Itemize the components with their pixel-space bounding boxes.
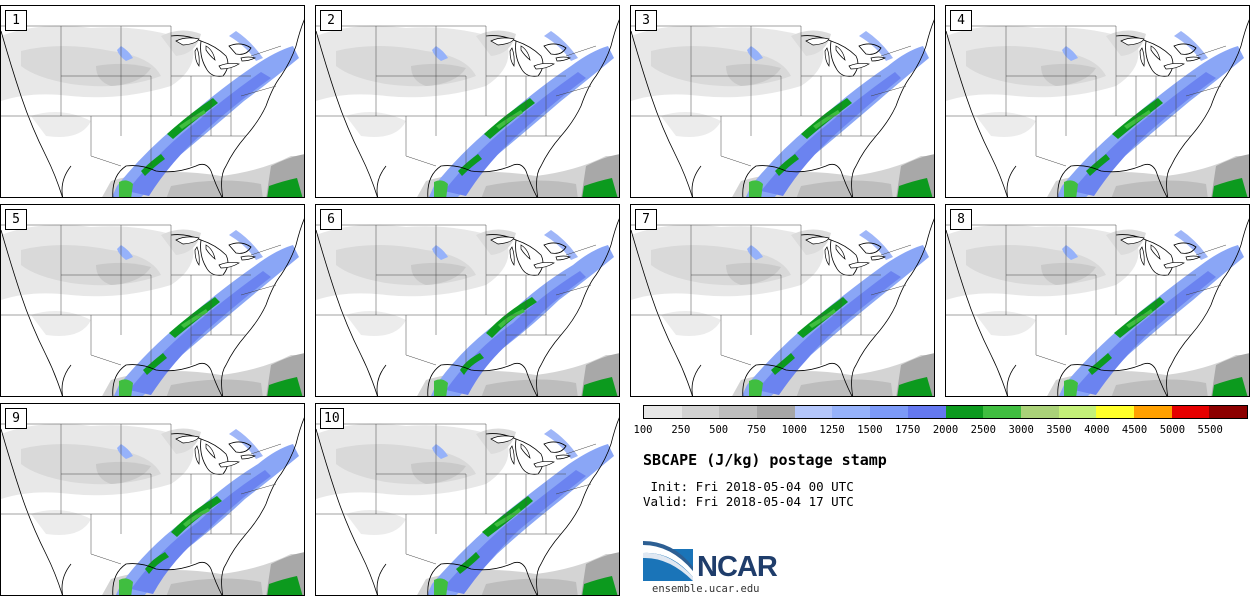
ensemble-member-map: 6 — [315, 204, 620, 397]
logo-wordmark: NCAR — [697, 551, 778, 583]
colorbar-swatch — [945, 406, 984, 418]
logo-url: ensemble.ucar.edu — [652, 583, 760, 595]
member-number: 5 — [5, 209, 27, 230]
colorbar-swatch — [681, 406, 720, 418]
colorbar-tick-label: 500 — [709, 424, 729, 436]
colorbar-swatch — [1133, 406, 1172, 418]
colorbar-swatch — [907, 406, 946, 418]
colorbar-swatch — [719, 406, 758, 418]
member-number: 8 — [950, 209, 972, 230]
ensemble-member-map: 10 — [315, 403, 620, 596]
colorbar-tick-label: 3000 — [1008, 424, 1034, 436]
member-number: 10 — [320, 408, 344, 429]
member-number: 9 — [5, 408, 27, 429]
colorbar-swatch — [757, 406, 795, 418]
colorbar-tick-label: 4500 — [1121, 424, 1148, 436]
member-number: 3 — [635, 10, 657, 31]
ncar-logo-icon — [643, 541, 693, 581]
ensemble-member-map: 3 — [630, 5, 935, 198]
member-number: 1 — [5, 10, 27, 31]
colorbar-swatch — [983, 406, 1021, 418]
valid-time: Valid: Fri 2018-05-04 17 UTC — [643, 494, 854, 509]
colorbar-tick-label: 750 — [746, 424, 766, 436]
member-number: 2 — [320, 10, 342, 31]
colorbar-swatch — [1171, 406, 1210, 418]
colorbar-tick-label: 5500 — [1197, 424, 1223, 436]
ensemble-member-map: 1 — [0, 5, 305, 198]
ensemble-member-map: 2 — [315, 5, 620, 198]
colorbar-tick-label: 250 — [671, 424, 691, 436]
member-number: 4 — [950, 10, 972, 31]
colorbar-labels: 100 250 500 750 1000 1250 1500 1750 2000 2500 3000… — [634, 424, 1248, 438]
ensemble-member-map: 5 — [0, 204, 305, 397]
colorbar-swatch — [870, 406, 908, 418]
member-number: 7 — [635, 209, 657, 230]
colorbar-tick-label: 1000 — [781, 424, 807, 436]
colorbar-tick-label: 2500 — [970, 424, 996, 436]
colorbar-tick-label: 5000 — [1159, 424, 1186, 436]
init-time: Init: Fri 2018-05-04 00 UTC — [643, 479, 854, 494]
chart-title: SBCAPE (J/kg) postage stamp — [643, 451, 887, 469]
colorbar-swatch — [1020, 406, 1059, 418]
ensemble-member-map: 8 — [945, 204, 1250, 397]
ensemble-member-map: 9 — [0, 403, 305, 596]
colorbar-swatch — [832, 406, 871, 418]
ensemble-member-map: 7 — [630, 204, 935, 397]
colorbar-tick-label: 1250 — [819, 424, 845, 436]
colorbar-tick-label: 3500 — [1046, 424, 1072, 436]
colorbar-tick-label: 1500 — [857, 424, 883, 436]
colorbar-swatch — [1096, 406, 1134, 418]
colorbar-tick-label: 1750 — [895, 424, 921, 436]
colorbar-swatch — [794, 406, 833, 418]
colorbar-swatch — [1209, 406, 1247, 418]
colorbar-tick-label: 100 — [633, 424, 653, 436]
colorbar-swatch — [1058, 406, 1097, 418]
colorbar — [643, 405, 1248, 419]
colorbar-tick-label: 2000 — [932, 424, 959, 436]
member-number: 6 — [320, 209, 342, 230]
colorbar-swatch — [644, 406, 682, 418]
ensemble-member-map: 4 — [945, 5, 1250, 198]
colorbar-tick-label: 4000 — [1084, 424, 1110, 436]
